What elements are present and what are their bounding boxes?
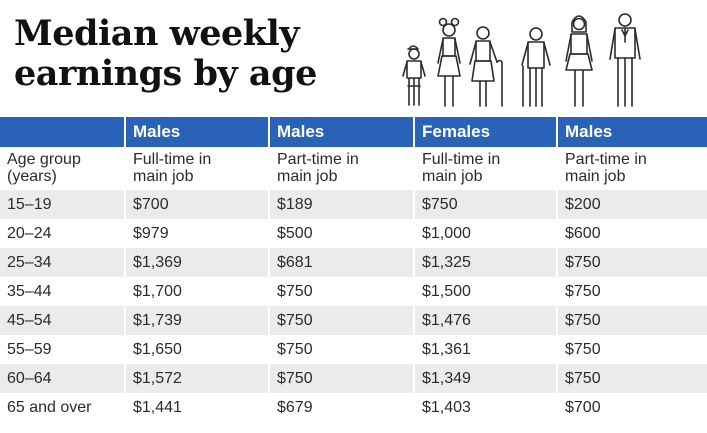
column-header-line: main job [565,168,626,185]
age-group-cell: 15–19 [0,190,125,219]
column-header-row: Age group (years) Full-time in main job Pa… [0,147,707,190]
value-cell: $750 [556,248,707,277]
age-group-cell: 55–59 [0,335,125,364]
age-group-cell: 25–34 [0,248,125,277]
age-group-cell: 65 and over [0,393,125,422]
value-cell: $1,325 [413,248,557,277]
grandpa-figure-icon [521,27,551,107]
table-row: 45–54 $1,739 $750 $1,476 $750 [0,306,707,335]
value-cell: $200 [556,190,707,219]
chart-title: Median weekly earnings by age [14,14,317,94]
column-header-line: main job [133,168,194,185]
woman-figure-icon [565,15,593,107]
column-header-line: (years) [7,168,57,185]
value-cell: $189 [268,190,414,219]
table-row: 25–34 $1,369 $681 $1,325 $750 [0,248,707,277]
group-header-cell: Males [125,117,270,147]
table-row: 20–24 $979 $500 $1,000 $600 [0,219,707,248]
value-cell: $750 [556,335,707,364]
value-cell: $979 [124,219,269,248]
value-cell: $750 [268,277,414,306]
chart-title-line-1: Median weekly [14,13,300,54]
column-header-cell: Full-time in main job [124,147,269,190]
column-header-line: main job [422,168,483,185]
age-group-cell: 60–64 [0,364,125,393]
value-cell: $1,650 [124,335,269,364]
value-cell: $600 [556,219,707,248]
people-of-different-ages-icon [402,13,641,107]
child-figure-icon [402,45,426,106]
value-cell: $750 [268,335,414,364]
value-cell: $1,369 [124,248,269,277]
value-cell: $700 [124,190,269,219]
value-cell: $750 [268,364,414,393]
column-header-cell: Age group (years) [0,147,125,190]
grandma-figure-icon [469,26,503,107]
value-cell: $1,572 [124,364,269,393]
value-cell: $1,739 [124,306,269,335]
value-cell: $681 [268,248,414,277]
age-group-cell: 45–54 [0,306,125,335]
value-cell: $750 [268,306,414,335]
age-group-cell: 20–24 [0,219,125,248]
column-header-line: main job [277,168,338,185]
group-header-cell: Females [414,117,558,147]
girl-figure-icon [437,17,461,107]
table-row: 15–19 $700 $189 $750 $200 [0,190,707,219]
value-cell: $500 [268,219,414,248]
value-cell: $1,476 [413,306,557,335]
group-header-cell [0,117,126,147]
group-header-cell: Males [557,117,707,147]
column-header-line: Part-time in [277,151,359,168]
value-cell: $1,700 [124,277,269,306]
table-row: 55–59 $1,650 $750 $1,361 $750 [0,335,707,364]
group-header-row: Males Males Females Males [0,117,707,147]
value-cell: $1,500 [413,277,557,306]
value-cell: $1,441 [124,393,269,422]
value-cell: $750 [413,190,557,219]
value-cell: $750 [556,364,707,393]
value-cell: $750 [556,306,707,335]
man-figure-icon [609,13,641,107]
value-cell: $700 [556,393,707,422]
group-header-cell: Males [269,117,415,147]
column-header-line: Part-time in [565,151,647,168]
value-cell: $750 [556,277,707,306]
table-row: 35–44 $1,700 $750 $1,500 $750 [0,277,707,306]
table-row: 65 and over $1,441 $679 $1,403 $700 [0,393,707,422]
column-header-line: Age group [7,151,81,168]
value-cell: $1,403 [413,393,557,422]
value-cell: $1,349 [413,364,557,393]
value-cell: $679 [268,393,414,422]
column-header-cell: Part-time in main job [268,147,414,190]
value-cell: $1,000 [413,219,557,248]
column-header-cell: Full-time in main job [413,147,557,190]
age-group-cell: 35–44 [0,277,125,306]
column-header-line: Full-time in [422,151,501,168]
earnings-table: Males Males Females Males Age group (year… [0,117,707,422]
table-row: 60–64 $1,572 $750 $1,349 $750 [0,364,707,393]
column-header-cell: Part-time in main job [556,147,707,190]
chart-title-line-2: earnings by age [14,53,317,94]
column-header-line: Full-time in [133,151,212,168]
value-cell: $1,361 [413,335,557,364]
